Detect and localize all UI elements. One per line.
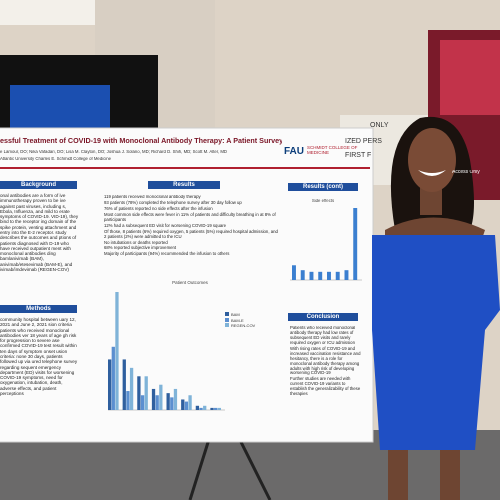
bullet: 76% of patients reported no side effects… — [104, 206, 279, 212]
bar — [111, 346, 115, 410]
dress — [372, 235, 500, 450]
bullet: With rising rates of COVID-19 and increa… — [290, 346, 363, 377]
bar — [129, 367, 134, 410]
bar — [173, 388, 178, 410]
bar — [140, 395, 145, 410]
section-heading: Methods — [0, 305, 77, 313]
legend-label: BAM — [231, 312, 240, 317]
bar — [122, 359, 126, 410]
leg — [440, 450, 460, 500]
chart-title: Patient Outcomes — [172, 280, 208, 285]
bullet: Of those, 8 patients (6%) required oxyge… — [104, 229, 279, 240]
legend-swatch — [225, 317, 229, 322]
side-effects-chart — [290, 208, 362, 281]
section-heading: Results — [148, 181, 220, 189]
logo: FAU — [284, 146, 304, 157]
legend-entry: BAM — [225, 312, 285, 318]
bar — [159, 384, 163, 410]
poster — [0, 127, 374, 443]
bullet: No intubations or deaths reported — [104, 240, 279, 246]
sign-text: ONLY IZED PERS FIRST F — [345, 122, 425, 160]
bar — [137, 376, 141, 410]
bar — [309, 271, 314, 280]
bar — [203, 405, 207, 410]
face — [408, 128, 456, 192]
bar — [335, 271, 340, 280]
outcomes-chart — [108, 292, 225, 411]
tv-screen — [10, 85, 110, 135]
section-heading: Results (cont) — [288, 183, 358, 191]
bar — [144, 376, 148, 410]
bar — [214, 407, 218, 410]
legend-swatch — [225, 323, 229, 328]
methods-text: community hospital between uary 12, 2021… — [0, 317, 78, 396]
bar — [327, 271, 331, 280]
legend-entry: REGEN-COV — [225, 323, 285, 329]
bullet: 93 patients (78%) completed the telephon… — [104, 200, 279, 206]
background-text: onal antibodies are a form of ive immuno… — [0, 193, 79, 272]
chart-title: Side effects — [311, 199, 335, 203]
legend-label: BAM-E — [231, 317, 244, 323]
bar — [217, 407, 221, 410]
sign-line: FIRST F — [345, 152, 372, 160]
section-heading: Conclusion — [288, 313, 358, 321]
bar — [108, 359, 112, 410]
bar — [353, 208, 358, 280]
bar — [166, 393, 170, 410]
bar — [181, 399, 185, 410]
bar — [210, 407, 214, 410]
bar — [195, 405, 200, 410]
bar — [126, 391, 130, 410]
smile — [418, 170, 446, 176]
bar — [318, 271, 323, 280]
results-list: 119 patients received monoclonal antibod… — [97, 195, 279, 275]
conclusion-list: Patients who received monoclonal antibod… — [283, 326, 363, 436]
bar — [199, 407, 203, 410]
bar — [300, 270, 305, 280]
bullet: Further studies are needed with current … — [290, 376, 363, 397]
legend-label: REGEN-COV — [231, 323, 256, 329]
sign-line: IZED PERS — [345, 138, 382, 146]
bar — [292, 265, 296, 280]
bullet-list: 119 patients received monoclonal antibod… — [97, 195, 279, 257]
poster-authors: e Lamour, DO; Nika Vafadari, DO; Lisa M.… — [0, 150, 228, 154]
bar — [170, 397, 174, 410]
bullet: Patients who received monoclonal antibod… — [290, 326, 363, 346]
poster-title: essful Treatment of COVID-19 with Monocl… — [0, 137, 282, 145]
legend: BAM BAM-E REGEN-COV — [225, 312, 285, 329]
sign-line: ONLY — [370, 122, 389, 129]
bullet: Majority of participants (94%) recommend… — [104, 251, 279, 257]
bullet: 119 patients received monoclonal antibod… — [104, 195, 279, 200]
door-text: Access Only — [452, 170, 480, 175]
bullet: Most common side effects were fever in 1… — [104, 212, 279, 223]
legend-swatch — [225, 312, 229, 316]
bar — [151, 388, 156, 410]
legend-entry: BAM-E — [225, 317, 285, 324]
bullet-list: Patients who received monoclonal antibod… — [283, 326, 363, 397]
door-window — [440, 40, 500, 115]
bar — [188, 395, 192, 410]
bar — [155, 395, 159, 410]
bullet: 68% reported subjective improvement — [104, 245, 279, 251]
bar — [184, 401, 189, 410]
leg — [388, 450, 408, 500]
section-heading: Background — [0, 181, 77, 189]
poster-institution: Atlantic University Charles E. Schmidt C… — [0, 157, 112, 161]
logo-sub: SCHMIDT COLLEGE OF MEDICINE — [307, 145, 358, 156]
neck — [420, 185, 442, 215]
bullet: 12% had a subsequent ED visit for worsen… — [104, 223, 279, 229]
bar — [344, 270, 349, 280]
bar — [115, 292, 119, 410]
